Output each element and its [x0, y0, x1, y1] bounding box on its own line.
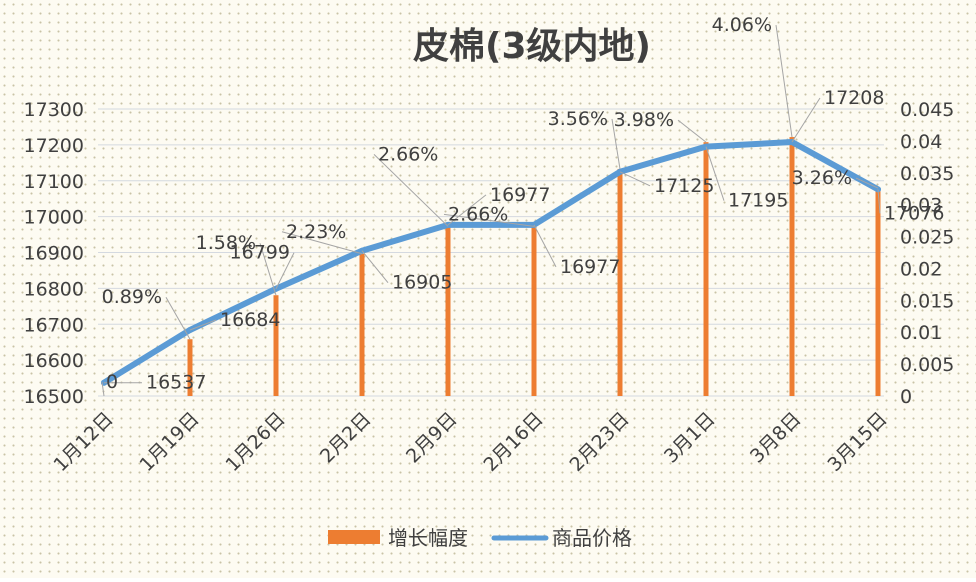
bar-label-leader: [101, 381, 105, 397]
x-tick-label: 2月23日: [565, 408, 633, 476]
line-data-label: 16977: [490, 184, 550, 206]
bar-data-label: 0.89%: [102, 286, 162, 308]
line-label-leader: [189, 319, 217, 331]
bar-data-label: 2.23%: [286, 221, 346, 243]
line-label-leader: [533, 224, 557, 268]
bar-data-label: 3.98%: [614, 109, 674, 131]
bar: [531, 226, 537, 396]
line-data-label: 16684: [220, 309, 280, 331]
y-left-tick-label: 17300: [24, 99, 84, 121]
y-right-tick-label: 0.025: [900, 227, 954, 249]
x-axis: 1月12日 1月19日 1月26日 2月2日 2月9日 2月16日 2月23日 3月1日 3月8…: [49, 408, 891, 476]
line-label-leader: [877, 189, 881, 214]
bar: [617, 168, 623, 396]
chart-title: 皮棉(3级内地): [413, 26, 651, 67]
line-data-label: 16537: [146, 372, 206, 394]
line-data-label: 17208: [824, 87, 884, 109]
line-data-label: 16977: [560, 256, 620, 278]
gridlines: [98, 108, 884, 397]
bar-data-label: 0: [106, 371, 118, 393]
x-tick-label: 1月19日: [135, 408, 203, 476]
y-left-tick-label: 16800: [24, 278, 84, 300]
bar-series: [187, 137, 881, 396]
bar: [445, 226, 451, 396]
line-data-label: 16905: [392, 272, 452, 294]
y-left-tick-label: 17200: [24, 135, 84, 157]
y-left-tick-label: 16900: [24, 243, 84, 265]
line-label-leader: [619, 171, 651, 187]
line-label-leader: [705, 146, 725, 201]
y-right-tick-label: 0.02: [900, 258, 942, 280]
x-tick-label: 2月9日: [402, 408, 462, 468]
bar: [703, 142, 709, 396]
y-left-tick-label: 16700: [24, 314, 84, 336]
data-labels: 0 0.89% 1.58% 2.23% 2.66% 2.66% 3.56% 3.98% 4.06…: [102, 14, 945, 394]
bar-data-label: 2.66%: [448, 203, 508, 225]
label-leaders: [101, 24, 881, 397]
y-left-tick-label: 16500: [24, 386, 84, 408]
line-label-leader: [275, 252, 295, 289]
bar: [273, 295, 279, 396]
bar-data-label: 1.58%: [196, 232, 256, 254]
bar-label-leader: [165, 296, 191, 340]
x-tick-label: 1月12日: [49, 408, 117, 476]
line-label-leader: [447, 194, 487, 226]
bar-data-label: 2.66%: [378, 143, 438, 165]
y-left-tick-label: 17000: [24, 207, 84, 229]
bar: [789, 137, 795, 396]
y-left-tick-label: 16600: [24, 350, 84, 372]
line-series: [101, 139, 881, 386]
y-right-tick-label: 0.005: [900, 354, 954, 376]
y-right-tick-label: 0.03: [900, 195, 942, 217]
line-label-leader: [791, 97, 821, 143]
bar-label-leader: [281, 231, 363, 255]
bar-label-leader: [611, 118, 621, 170]
y-axis-right: 0 0.005 0.01 0.015 0.02 0.025 0.03 0.035 0.04 0.0…: [900, 99, 954, 408]
bar-data-label: 3.56%: [548, 108, 608, 130]
y-right-tick-label: 0.035: [900, 163, 954, 185]
line-data-label: 16799: [230, 242, 290, 264]
legend-label-line: 商品价格: [552, 526, 632, 550]
line-data-label: 17125: [654, 175, 714, 197]
y-axis-left: 16500 16600 16700 16800 16900 17000 17100 17200…: [24, 99, 84, 408]
line-label-leader: [361, 250, 389, 284]
y-right-tick-label: 0.04: [900, 131, 942, 153]
line-data-label: 17195: [728, 190, 788, 212]
x-tick-label: 1月26日: [221, 408, 289, 476]
bar-label-leader: [775, 24, 793, 138]
bar-label-leader: [259, 243, 277, 296]
x-tick-label: 2月2日: [316, 408, 376, 468]
x-tick-label: 3月8日: [746, 408, 806, 468]
bar: [359, 253, 365, 396]
bar: [875, 188, 881, 396]
bar-data-label: 4.06%: [712, 14, 772, 36]
bar: [187, 339, 193, 396]
x-tick-label: 2月16日: [479, 408, 547, 476]
legend-label-bar: 增长幅度: [388, 526, 468, 550]
x-tick-label: 3月15日: [823, 408, 891, 476]
y-right-tick-label: 0.045: [900, 99, 954, 121]
bar-label-leader: [373, 153, 449, 227]
x-tick-label: 3月1日: [660, 408, 720, 468]
bar-label-leader: [677, 119, 707, 143]
price-line: [101, 139, 881, 386]
legend: 增长幅度 商品价格: [328, 526, 632, 550]
y-right-tick-label: 0: [900, 386, 912, 408]
line-data-label: 17076: [884, 202, 944, 224]
legend-swatch-bar: [328, 530, 380, 544]
y-right-tick-label: 0.015: [900, 290, 954, 312]
bar-label-leader: [855, 177, 879, 189]
y-right-tick-label: 0.01: [900, 322, 942, 344]
y-left-tick-label: 17100: [24, 171, 84, 193]
bar-data-label: 3.26%: [792, 167, 852, 189]
